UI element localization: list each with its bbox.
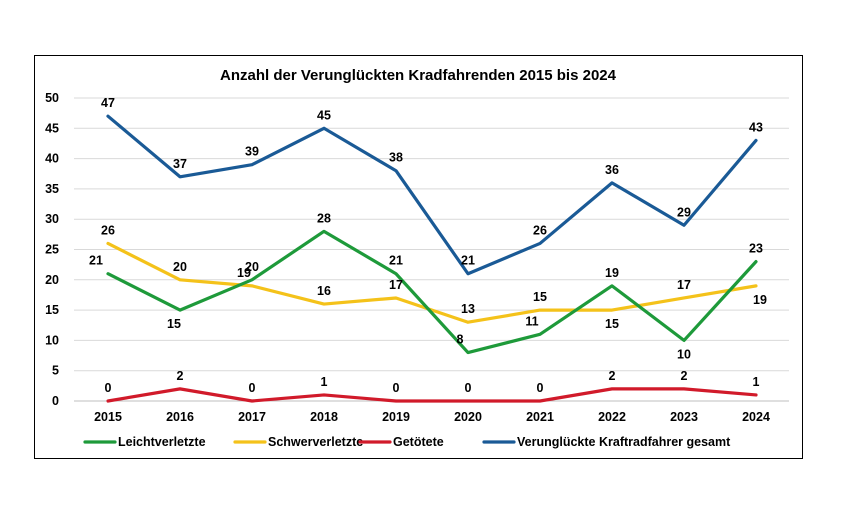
data-label: 15 — [167, 317, 181, 331]
data-label: 19 — [605, 266, 619, 280]
data-label: 39 — [245, 145, 259, 159]
y-tick-label: 20 — [45, 273, 59, 287]
data-label: 36 — [605, 163, 619, 177]
series-line-leichtverletzte — [106, 229, 758, 355]
data-label: 19 — [237, 266, 251, 280]
data-label: 10 — [677, 347, 691, 361]
legend-label: Getötete — [393, 435, 444, 449]
series-lines — [106, 114, 758, 403]
data-label: 19 — [753, 293, 767, 307]
data-label: 47 — [101, 96, 115, 110]
data-label: 8 — [457, 333, 464, 347]
legend-label: Leichtverletzte — [118, 435, 206, 449]
data-label: 0 — [105, 381, 112, 395]
y-tick-label: 50 — [45, 91, 59, 105]
data-label: 37 — [173, 157, 187, 171]
x-tick-label: 2018 — [310, 410, 338, 424]
y-tick-label: 0 — [52, 394, 59, 408]
chart-title: Anzahl der Verunglückten Kradfahrenden 2… — [220, 67, 617, 84]
data-label: 21 — [389, 254, 403, 268]
y-tick-label: 25 — [45, 243, 59, 257]
data-label: 26 — [101, 223, 115, 237]
data-label: 26 — [533, 223, 547, 237]
data-label: 17 — [677, 278, 691, 292]
legend-label: Schwerverletzte — [268, 435, 363, 449]
data-label: 38 — [389, 151, 403, 165]
data-label: 1 — [753, 375, 760, 389]
data-label: 13 — [461, 302, 475, 316]
data-label: 1 — [321, 375, 328, 389]
x-axis-ticks: 2015 2016 2017 2018 2019 2020 2021 2022 2023 2024 — [94, 410, 770, 424]
x-tick-label: 2017 — [238, 410, 266, 424]
data-label: 2 — [681, 369, 688, 383]
x-tick-label: 2021 — [526, 410, 554, 424]
data-label: 2 — [609, 369, 616, 383]
data-label: 21 — [89, 254, 103, 268]
series-line-schwerverletzte — [106, 241, 758, 324]
y-tick-label: 45 — [45, 121, 59, 135]
x-tick-label: 2020 — [454, 410, 482, 424]
y-tick-label: 30 — [45, 212, 59, 226]
data-label: 0 — [393, 381, 400, 395]
y-tick-label: 10 — [45, 333, 59, 347]
data-label: 15 — [533, 290, 547, 304]
data-label: 15 — [605, 317, 619, 331]
x-tick-label: 2022 — [598, 410, 626, 424]
grid-lines — [74, 97, 789, 402]
data-label: 21 — [461, 254, 475, 268]
data-label: 28 — [317, 211, 331, 225]
x-tick-label: 2024 — [742, 410, 770, 424]
data-label: 23 — [749, 242, 763, 256]
data-label: 16 — [317, 284, 331, 298]
data-label: 0 — [537, 381, 544, 395]
data-label: 20 — [245, 260, 259, 274]
data-label: 43 — [749, 120, 763, 134]
legend-label: Verunglückte Kraftradfahrer gesamt — [517, 435, 731, 449]
chart-frame: Anzahl der Verunglückten Kradfahrenden 2… — [34, 55, 803, 459]
data-label: 0 — [465, 381, 472, 395]
line-chart: Anzahl der Verunglückten Kradfahrenden 2… — [45, 67, 789, 449]
y-tick-label: 15 — [45, 303, 59, 317]
series-line-get-tete — [106, 387, 758, 403]
x-tick-label: 2019 — [382, 410, 410, 424]
data-label: 2 — [177, 369, 184, 383]
legend: Leichtverletzte Schwerverletzte Getötete Ve… — [83, 435, 731, 449]
y-tick-label: 35 — [45, 182, 59, 196]
series-line-verungl-ckte-kraftradfahrer-gesamt — [106, 114, 758, 276]
y-axis-ticks: 0 5 10 15 20 25 30 35 40 45 50 — [45, 91, 59, 408]
data-label: 29 — [677, 205, 691, 219]
data-label: 17 — [389, 278, 403, 292]
data-label: 11 — [525, 314, 538, 328]
x-tick-label: 2023 — [670, 410, 698, 424]
data-label: 45 — [317, 108, 331, 122]
x-tick-label: 2015 — [94, 410, 122, 424]
y-tick-label: 5 — [52, 364, 59, 378]
data-label: 0 — [249, 381, 256, 395]
y-tick-label: 40 — [45, 152, 59, 166]
data-label: 20 — [173, 260, 187, 274]
x-tick-label: 2016 — [166, 410, 194, 424]
